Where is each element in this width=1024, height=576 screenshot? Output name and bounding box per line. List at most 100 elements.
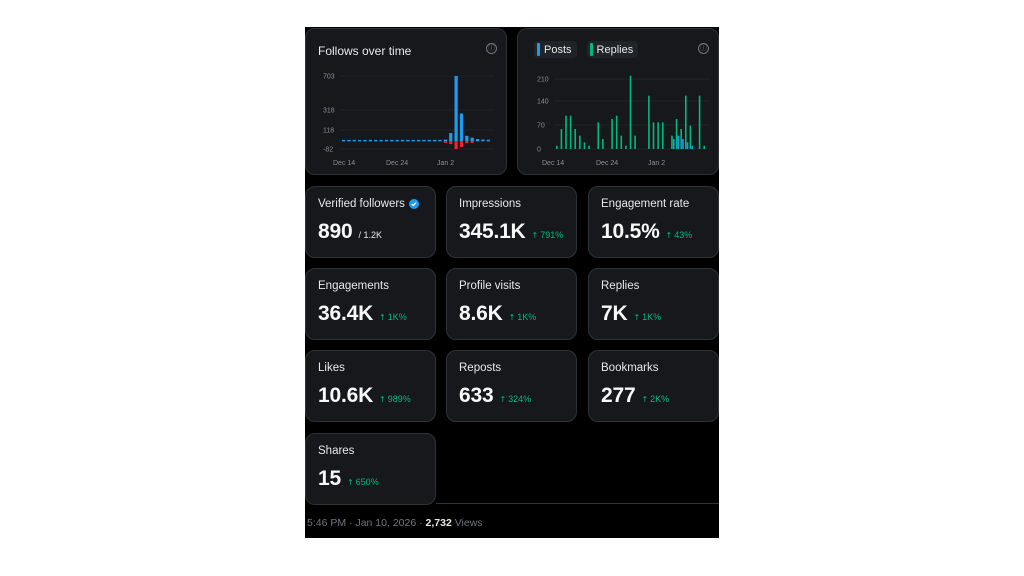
follows-gain-bar [358,139,362,142]
post-date[interactable]: Jan 10, 2026 [355,517,417,529]
post-time[interactable]: 5:46 PM [307,517,347,529]
stat-label-replies: Replies [601,280,640,292]
y-tick-label: 118 [323,128,334,135]
follows-gain-bar [400,139,405,142]
stat-change-value: 1K% [642,312,662,322]
stat-value: 890 [318,220,353,243]
stat-card-engagements[interactable]: Engagements 36.4K ↑ 1K% [305,268,436,340]
follows-gain-bar [411,139,415,142]
follows-gain-bar [422,139,426,142]
follows-loss-bar [465,141,469,144]
stat-value: 345.1K [459,220,526,243]
stat-change-value: 650% [355,477,379,487]
info-icon[interactable]: ⓘ [698,43,709,54]
stat-value: 633 [459,384,494,407]
stat-change: ↑ 989% [379,394,411,404]
y-tick-label: -82 [323,147,333,154]
posts-bar [691,145,693,149]
replies-bar [703,145,705,149]
arrow-up-icon: ↑ [508,313,516,322]
stat-label-bookmarks: Bookmarks [601,362,659,374]
stat-value-row: 7K ↑ 1K% [601,302,661,326]
posts-bar [686,142,689,149]
stat-change: ↑ 791% [532,230,564,240]
y-tick-label: 210 [537,77,549,84]
replies-bar [648,95,650,149]
legend-posts[interactable]: Posts [534,41,577,58]
stat-change-value: 791% [540,230,564,240]
replies-bar [675,119,678,149]
stat-value: 15 [318,467,341,490]
arrow-up-icon: ↑ [499,395,507,404]
posts-bar [682,139,684,149]
stat-label-reposts: Reposts [459,362,502,374]
y-tick-label: 0 [537,147,541,154]
legend-replies[interactable]: Replies [586,41,639,58]
replies-bar [556,145,558,149]
follows-loss-bar [443,141,447,143]
y-tick-label: 70 [537,123,545,130]
replies-bar [684,95,687,149]
stat-card-reposts[interactable]: Reposts 633 ↑ 324% [446,350,577,422]
stat-card-impressions[interactable]: Impressions 345.1K ↑ 791% [446,186,577,258]
arrow-up-icon: ↑ [641,395,649,404]
replies-bar [698,95,701,149]
replies-bar [671,135,673,149]
follows-gain-bar [486,139,490,142]
x-tick-label: Dec 14 [333,160,355,167]
stat-change-value: 43% [674,230,693,240]
stat-card-verified-followers[interactable]: Verified followers 890 / 1.2K [305,186,436,258]
views-label: Views [451,517,483,529]
follows-gain-bar [368,139,372,142]
replies-swatch [589,43,593,56]
stat-change: ↑ 324% [499,394,531,404]
replies-bar [611,119,613,149]
x-tick-label: Jan 2 [437,160,454,167]
stat-change: ↑ 1K% [509,312,537,322]
follows-loss-bar [459,141,464,147]
replies-bar [652,122,655,149]
follows-gain-bar [374,139,378,142]
posts-bar [672,139,675,149]
stat-label-text: Verified followers [318,198,405,210]
stat-change: ↑ 1K% [633,312,661,322]
stat-value-row: 345.1K ↑ 791% [459,220,563,244]
stat-card-profile-visits[interactable]: Profile visits 8.6K ↑ 1K% [446,268,577,340]
follows-gain-bar [384,139,389,142]
follows-over-time-card[interactable]: Follows over time ⓘ 703 318 118 -82 Dec 14 De… [305,28,507,175]
replies-bar [565,115,567,149]
follows-gain-bar [427,139,431,142]
follows-loss-bar [470,141,474,143]
stat-card-engagement-rate[interactable]: Engagement rate 10.5% ↑ 43% [588,186,719,258]
follows-gain-bar [475,139,480,142]
replies-bar [680,129,682,149]
stat-change: ↑ 2K% [641,394,669,404]
stat-card-likes[interactable]: Likes 10.6K ↑ 989% [305,350,436,422]
y-tick-label: 318 [323,108,335,115]
follows-gain-bar [390,139,394,142]
replies-bar [597,122,600,149]
stat-value: 36.4K [318,302,374,325]
follows-gain-bar [481,139,485,142]
info-icon[interactable]: ⓘ [486,43,497,54]
stat-label-impressions: Impressions [459,198,521,210]
follows-gain-bar [352,139,356,142]
stat-value-row: 890 / 1.2K [318,220,382,244]
stat-label-profile-visits: Profile visits [459,280,521,292]
stat-value-row: 277 ↑ 2K% [601,384,669,408]
stat-label-likes: Likes [318,362,345,374]
posts-replies-card[interactable]: Posts Replies ⓘ 210 140 70 0 Dec 14 Dec 24 Jan… [517,28,719,175]
stat-card-bookmarks[interactable]: Bookmarks 277 ↑ 2K% [588,350,719,422]
replies-bar [569,115,572,149]
stat-change: ↑ 650% [347,477,379,487]
stat-card-shares[interactable]: Shares 15 ↑ 650% [305,433,436,505]
stat-value: 8.6K [459,302,503,325]
follows-gain-bar [347,139,351,142]
post-footer-meta: 5:46 PM · Jan 10, 2026 · 2,732 Views [307,517,483,529]
follows-gain-bar [465,135,469,142]
stat-card-replies[interactable]: Replies 7K ↑ 1K% [588,268,719,340]
follows-loss-bar [449,141,453,145]
stat-value-row: 10.5% ↑ 43% [601,220,692,244]
x-tick-label: Dec 24 [386,160,408,167]
